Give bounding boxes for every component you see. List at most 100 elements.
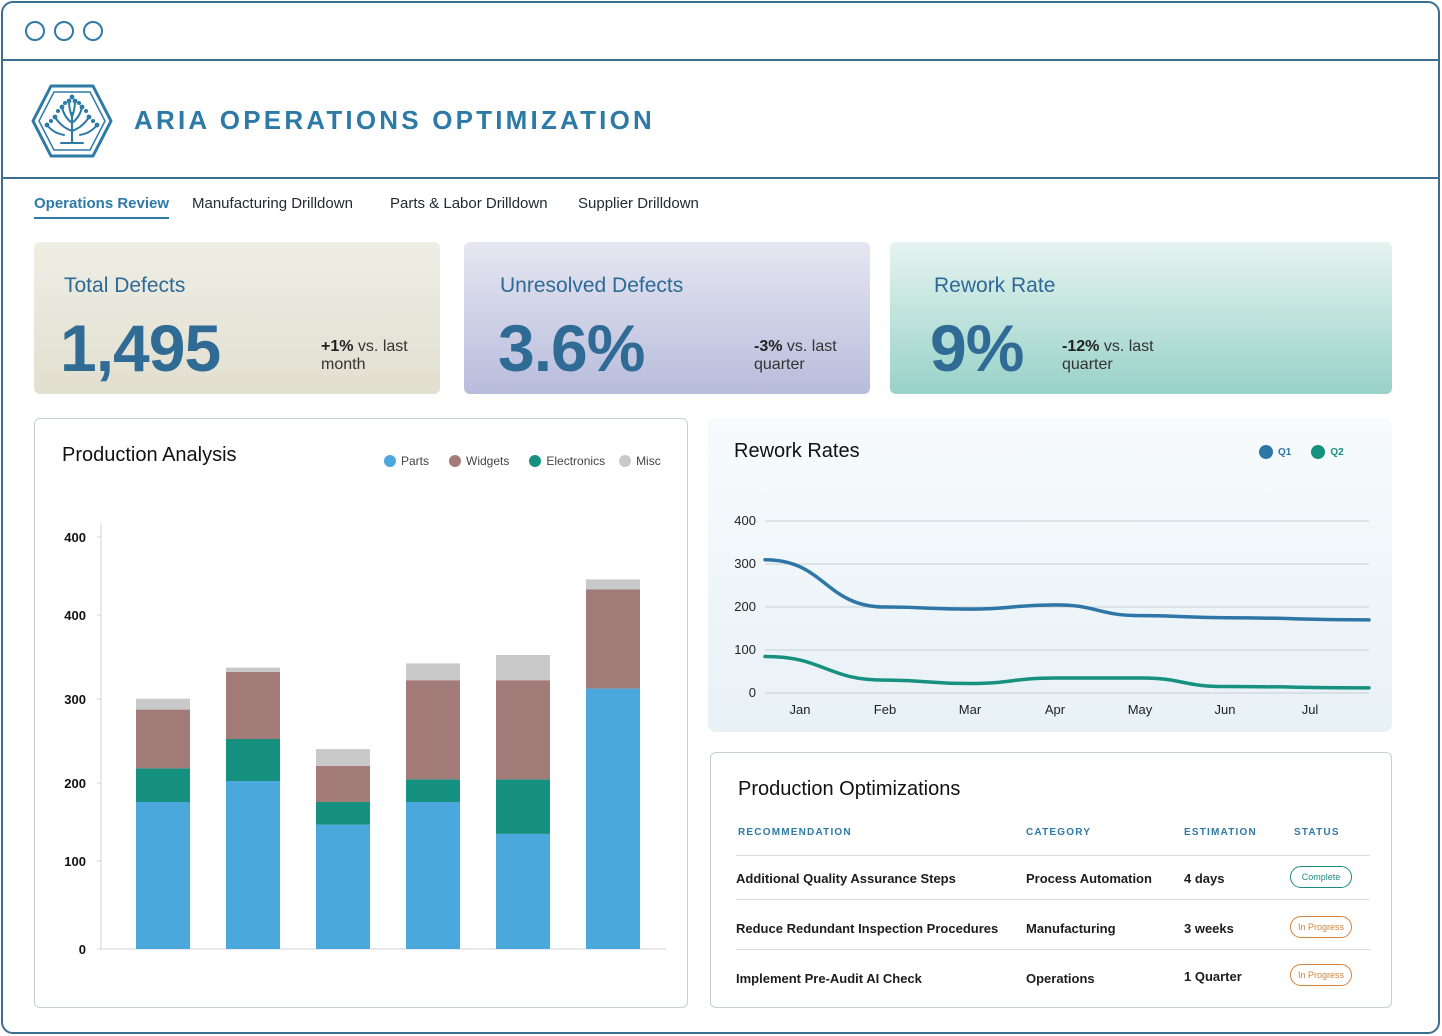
table-cell-estimation: 1 Quarter <box>1184 969 1242 984</box>
y-tick-label: 300 <box>64 692 86 707</box>
table-divider <box>736 899 1370 900</box>
bar-segment-electronics <box>136 768 190 802</box>
production-legend: Parts Widgets Electronics Misc <box>384 454 681 468</box>
tab-operations-review[interactable]: Operations Review <box>34 195 170 219</box>
table-cell-recommendation: Additional Quality Assurance Steps <box>736 871 956 886</box>
kpi-card-unresolved-defects: Unresolved Defects 3.6% -3% vs. last qua… <box>464 242 870 394</box>
table-cell-category: Manufacturing <box>1026 921 1116 936</box>
tab-manufacturing-drilldown[interactable]: Manufacturing Drilldown <box>192 195 353 212</box>
bar-segment-parts <box>406 802 460 949</box>
series-line-q1 <box>763 557 1371 622</box>
kpi-delta-text: vs. last month <box>321 338 408 373</box>
status-badge-in-progress[interactable]: In Progress <box>1290 964 1352 986</box>
kpi-delta-value: -3% <box>754 338 783 355</box>
kpi-delta-value: -12% <box>1062 338 1100 355</box>
kpi-delta: -3% vs. last quarter <box>754 338 864 374</box>
legend-item-widgets[interactable]: Widgets <box>449 454 509 468</box>
table-cell-category: Operations <box>1026 971 1095 986</box>
legend-item-q1[interactable]: Q1 <box>1259 445 1291 459</box>
kpi-label: Rework Rate <box>934 274 1056 297</box>
bar-segment-electronics <box>226 739 280 781</box>
bar-segment-widgets <box>226 671 280 739</box>
x-tick-label: May <box>1128 702 1153 717</box>
legend-dot <box>1259 445 1273 459</box>
bar-segment-widgets <box>586 589 640 689</box>
rework-rates-title: Rework Rates <box>734 440 860 462</box>
column-header-recommendation[interactable]: RECOMMENDATION <box>738 827 852 838</box>
x-tick-label: Apr <box>1045 702 1066 717</box>
bar-segment-parts <box>226 781 280 949</box>
legend-label: Q2 <box>1330 446 1344 458</box>
status-badge-complete[interactable]: Complete <box>1290 866 1352 888</box>
y-tick-label: 400 <box>734 513 756 528</box>
series-line-q2 <box>763 654 1371 690</box>
legend-label: Misc <box>636 454 661 468</box>
table-divider <box>736 949 1370 950</box>
x-tick-label: Feb <box>874 702 896 717</box>
y-tick-label: 100 <box>64 854 86 869</box>
bar-segment-misc <box>226 667 280 672</box>
y-tick-label: 300 <box>734 556 756 571</box>
kpi-value: 3.6% <box>498 311 645 385</box>
bar-segment-misc <box>586 579 640 590</box>
app-title: ARIA OPERATIONS OPTIMIZATION <box>134 105 655 135</box>
tree-hexagon-icon <box>31 84 113 158</box>
table-cell-category: Process Automation <box>1026 871 1152 886</box>
window-control-minimize[interactable] <box>54 21 74 41</box>
window-titlebar <box>3 3 1438 61</box>
bar-segment-misc <box>496 655 550 681</box>
column-header-category[interactable]: CATEGORY <box>1026 827 1092 838</box>
kpi-delta: -12% vs. last quarter <box>1062 338 1172 374</box>
legend-item-misc[interactable]: Misc <box>619 454 661 468</box>
production-analysis-title: Production Analysis <box>62 444 237 466</box>
bar-segment-widgets <box>316 765 370 802</box>
legend-label: Widgets <box>466 454 510 468</box>
bar-segment-parts <box>586 688 640 949</box>
window-control-close[interactable] <box>25 21 45 41</box>
legend-dot <box>619 455 632 467</box>
app-header: ARIA OPERATIONS OPTIMIZATION <box>3 61 1438 179</box>
tab-parts-labor-drilldown[interactable]: Parts & Labor Drilldown <box>390 195 548 212</box>
legend-dot <box>449 455 462 467</box>
production-optimizations-card: Production Optimizations <box>710 752 1392 1008</box>
kpi-label: Unresolved Defects <box>500 274 684 297</box>
window-control-maximize[interactable] <box>83 21 103 41</box>
bar-segment-misc <box>316 749 370 766</box>
bar-segment-electronics <box>316 802 370 825</box>
status-badge-in-progress[interactable]: In Progress <box>1290 916 1352 938</box>
x-tick-label: Jan <box>790 702 811 717</box>
table-cell-recommendation: Implement Pre-Audit AI Check <box>736 971 922 986</box>
kpi-card-rework-rate: Rework Rate 9% -12% vs. last quarter <box>890 242 1392 394</box>
table-cell-estimation: 3 weeks <box>1184 921 1234 936</box>
legend-label: Q1 <box>1278 446 1292 458</box>
legend-label: Electronics <box>546 454 606 468</box>
x-tick-label: Mar <box>959 702 982 717</box>
legend-dot <box>1311 445 1326 459</box>
column-header-estimation[interactable]: ESTIMATION <box>1184 827 1257 838</box>
bar-segment-widgets <box>136 709 190 769</box>
table-divider <box>736 855 1370 856</box>
bar-segment-misc <box>136 698 190 710</box>
bar-segment-electronics <box>496 779 550 834</box>
bar-segment-parts <box>496 833 550 949</box>
y-tick-label: 400 <box>64 530 86 545</box>
x-tick-label: Jun <box>1215 702 1236 717</box>
column-header-status[interactable]: STATUS <box>1294 827 1340 838</box>
tab-supplier-drilldown[interactable]: Supplier Drilldown <box>578 195 699 212</box>
y-tick-label: 100 <box>734 642 756 657</box>
legend-item-q2[interactable]: Q2 <box>1311 445 1344 459</box>
table-cell-estimation: 4 days <box>1184 871 1225 886</box>
x-tick-label: Jul <box>1302 702 1319 717</box>
bar-segment-parts <box>316 824 370 949</box>
y-tick-label: 400 <box>64 608 86 623</box>
kpi-delta: +1% vs. last month <box>321 338 431 374</box>
production-bar-chart: 0 100 200 300 400 400 <box>64 523 666 957</box>
legend-dot <box>384 455 396 467</box>
kpi-delta-text: vs. last quarter <box>754 338 837 373</box>
bar-segment-parts <box>136 802 190 949</box>
legend-dot <box>529 455 542 467</box>
legend-item-electronics[interactable]: Electronics <box>529 454 605 468</box>
legend-item-parts[interactable]: Parts <box>384 454 429 468</box>
kpi-delta-value: +1% <box>321 338 354 355</box>
legend-label: Parts <box>401 454 430 468</box>
